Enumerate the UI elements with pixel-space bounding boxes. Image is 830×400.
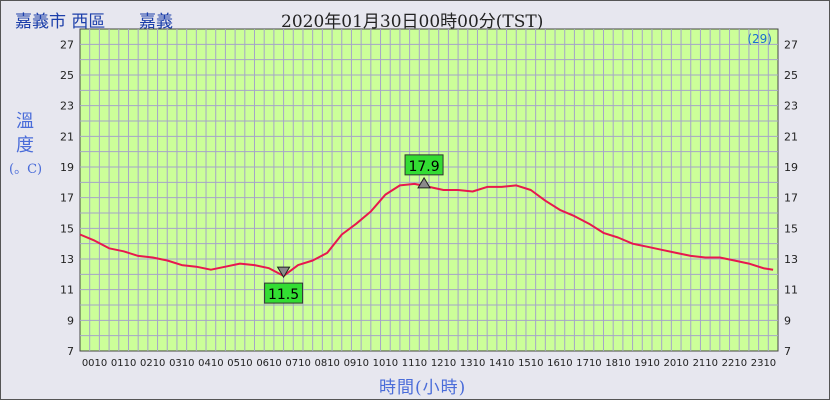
y-tick-label-left: 11 — [60, 284, 74, 297]
y-tick-label-right: 19 — [784, 161, 798, 174]
max-label-box — [404, 154, 444, 176]
y-tick-label-left: 17 — [60, 192, 74, 205]
min-label-box — [264, 282, 304, 304]
y-tick-label-left: 13 — [60, 253, 74, 266]
datetime-label: 2020年01月30日00時00分(TST) — [281, 12, 544, 32]
x-tick-label: 0310 — [169, 358, 194, 369]
x-tick-label: 0610 — [256, 358, 281, 369]
x-tick-label: 0210 — [140, 358, 165, 369]
y-tick-label-right: 13 — [784, 253, 798, 266]
x-tick-label: 2010 — [663, 358, 688, 369]
x-tick-label: 1010 — [373, 358, 398, 369]
y-tick-label-left: 9 — [67, 314, 74, 327]
location-label: 嘉義市 西區 — [15, 12, 106, 32]
y-tick-label-left: 27 — [60, 38, 74, 51]
y-tick-label-right: 7 — [784, 345, 791, 358]
x-tick-label: 1810 — [605, 358, 630, 369]
y-tick-label-right: 9 — [784, 314, 791, 327]
x-tick-label: 0410 — [198, 358, 223, 369]
y-tick-label-right: 27 — [784, 38, 798, 51]
y-axis-label-char-2: 度 — [16, 135, 34, 156]
y-axis-unit: (。C) — [9, 162, 43, 177]
y-axis-label-char-1: 溫 — [16, 111, 34, 132]
x-tick-label: 0910 — [344, 358, 369, 369]
x-axis-label: 時間(小時) — [379, 378, 467, 398]
y-tick-label-left: 23 — [60, 100, 74, 113]
y-tick-label-left: 25 — [60, 69, 74, 82]
station-label: 嘉義 — [139, 12, 173, 32]
y-tick-label-right: 15 — [784, 222, 798, 235]
x-tick-label: 1410 — [489, 358, 514, 369]
corner-label: (29) — [747, 32, 772, 46]
x-tick-label: 1710 — [576, 358, 601, 369]
x-tick-label: 2110 — [693, 358, 718, 369]
y-tick-label-right: 21 — [784, 130, 798, 143]
x-tick-label: 1310 — [460, 358, 485, 369]
y-tick-label-left: 7 — [67, 345, 74, 358]
y-tick-label-right: 17 — [784, 192, 798, 205]
max-marker — [417, 176, 431, 189]
y-tick-label-right: 11 — [784, 284, 798, 297]
x-tick-label: 0510 — [227, 358, 252, 369]
y-tick-label-right: 23 — [784, 100, 798, 113]
y-tick-label-left: 21 — [60, 130, 74, 143]
min-label: 11.5 — [268, 287, 299, 303]
y-tick-label-left: 15 — [60, 222, 74, 235]
x-tick-label: 1110 — [402, 358, 427, 369]
x-tick-label: 0010 — [82, 358, 107, 369]
x-tick-label: 0110 — [111, 358, 136, 369]
x-tick-label: 1210 — [431, 358, 456, 369]
x-tick-label: 0810 — [314, 358, 339, 369]
x-tick-label: 2310 — [751, 358, 776, 369]
y-tick-label-left: 19 — [60, 161, 74, 174]
x-tick-label: 0710 — [285, 358, 310, 369]
x-tick-label: 1910 — [634, 358, 659, 369]
x-tick-label: 1610 — [547, 358, 572, 369]
y-tick-label-right: 25 — [784, 69, 798, 82]
max-label: 17.9 — [408, 159, 439, 175]
x-tick-label: 2210 — [722, 358, 747, 369]
x-tick-label: 1510 — [518, 358, 543, 369]
min-marker — [276, 266, 291, 279]
